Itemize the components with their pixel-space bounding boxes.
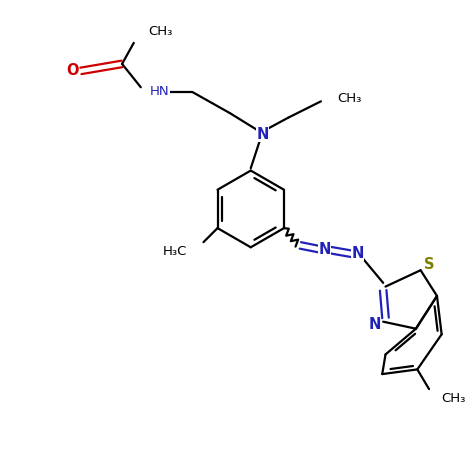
Text: N: N [351, 246, 364, 261]
Text: CH₃: CH₃ [337, 92, 362, 106]
Text: N: N [256, 127, 269, 142]
Text: HN: HN [150, 85, 170, 99]
Text: O: O [67, 64, 79, 78]
Text: CH₃: CH₃ [148, 25, 172, 37]
Text: CH₃: CH₃ [442, 392, 466, 405]
Text: H₃C: H₃C [163, 245, 187, 258]
Text: N: N [319, 242, 331, 256]
Text: N: N [369, 317, 381, 331]
Text: S: S [424, 257, 434, 272]
